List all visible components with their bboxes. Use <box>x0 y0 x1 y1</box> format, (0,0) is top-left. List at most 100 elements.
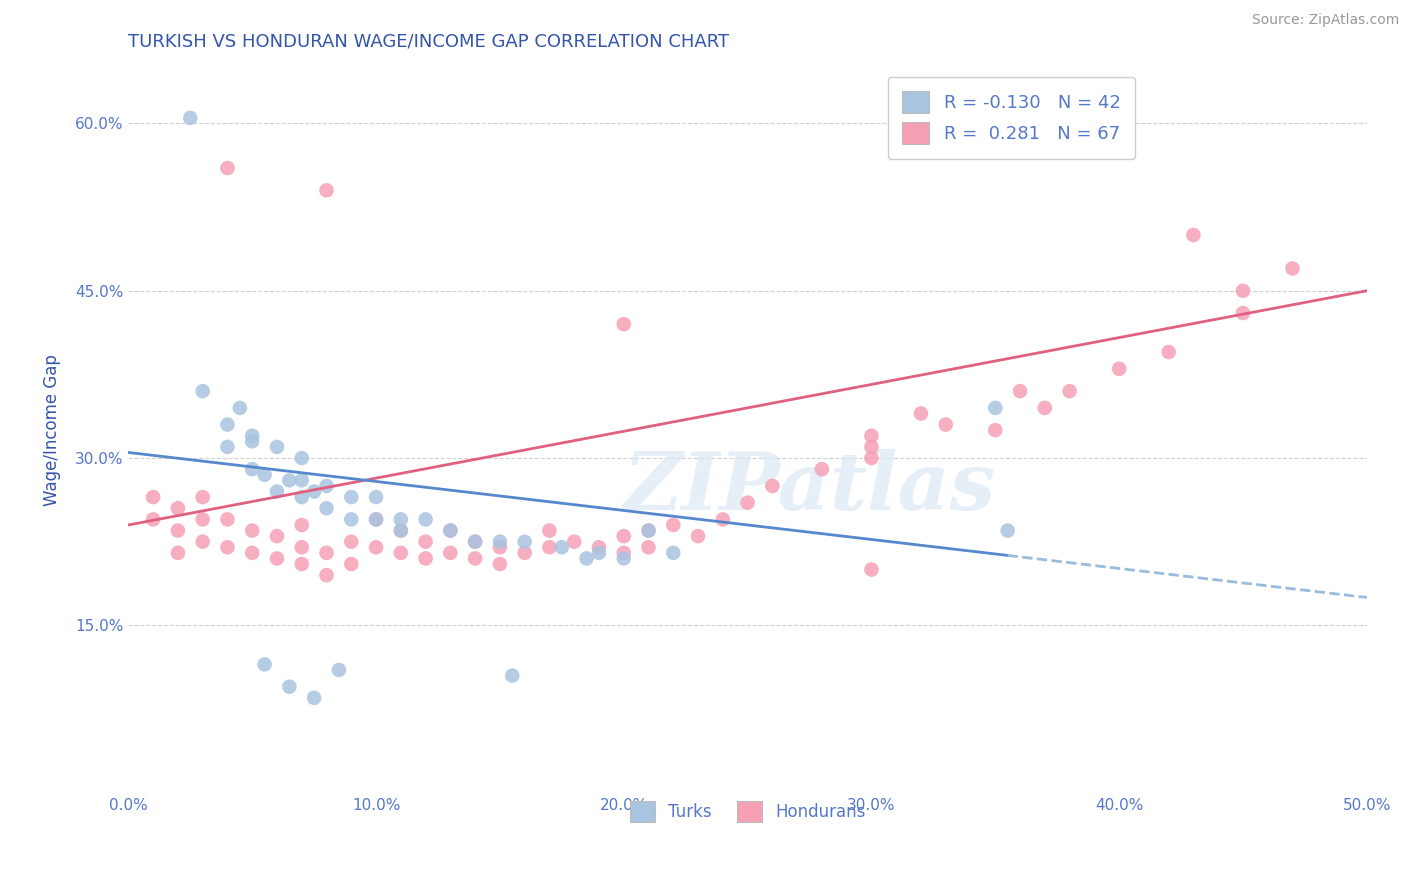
Point <box>266 440 288 454</box>
Point <box>910 406 932 420</box>
Point <box>278 474 301 488</box>
Point <box>240 524 263 538</box>
Point <box>302 484 325 499</box>
Point <box>1157 345 1180 359</box>
Point <box>291 541 314 555</box>
Point <box>315 568 337 582</box>
Point <box>229 401 252 415</box>
Point <box>662 518 685 533</box>
Point <box>291 451 314 466</box>
Y-axis label: Wage/Income Gap: Wage/Income Gap <box>44 354 60 506</box>
Point <box>240 428 263 442</box>
Point <box>489 534 512 549</box>
Point <box>415 551 437 566</box>
Point <box>253 657 276 672</box>
Point <box>464 534 486 549</box>
Point <box>464 551 486 566</box>
Text: Source: ZipAtlas.com: Source: ZipAtlas.com <box>1251 13 1399 28</box>
Point <box>217 541 239 555</box>
Point <box>637 541 659 555</box>
Point <box>1281 261 1303 276</box>
Point <box>439 524 461 538</box>
Point <box>588 541 610 555</box>
Point <box>1182 227 1205 242</box>
Point <box>439 546 461 560</box>
Point <box>167 501 190 516</box>
Point <box>860 563 883 577</box>
Point <box>415 512 437 526</box>
Point <box>686 529 709 543</box>
Point <box>1108 361 1130 376</box>
Point <box>662 546 685 560</box>
Point <box>439 524 461 538</box>
Point <box>1232 306 1254 320</box>
Point <box>501 668 523 682</box>
Point <box>811 462 834 476</box>
Point <box>588 546 610 560</box>
Point <box>266 484 288 499</box>
Point <box>291 557 314 571</box>
Point <box>761 479 783 493</box>
Point <box>538 524 561 538</box>
Point <box>711 512 734 526</box>
Point <box>315 479 337 493</box>
Point <box>167 546 190 560</box>
Legend: Turks, Hondurans: Turks, Hondurans <box>616 788 879 835</box>
Point <box>860 428 883 442</box>
Point <box>291 518 314 533</box>
Point <box>860 451 883 466</box>
Point <box>1008 384 1031 398</box>
Point <box>1232 284 1254 298</box>
Text: ZIPatlas: ZIPatlas <box>623 450 995 527</box>
Point <box>240 434 263 449</box>
Point <box>637 524 659 538</box>
Point <box>328 663 350 677</box>
Point <box>217 440 239 454</box>
Point <box>997 524 1019 538</box>
Point <box>737 496 759 510</box>
Point <box>340 512 363 526</box>
Point <box>167 524 190 538</box>
Point <box>489 557 512 571</box>
Point <box>538 541 561 555</box>
Point <box>315 183 337 197</box>
Point <box>1059 384 1081 398</box>
Point <box>240 462 263 476</box>
Point <box>191 384 214 398</box>
Point <box>364 512 387 526</box>
Point <box>191 512 214 526</box>
Point <box>364 490 387 504</box>
Point <box>142 490 165 504</box>
Point <box>389 524 412 538</box>
Point <box>217 161 239 175</box>
Point <box>291 474 314 488</box>
Point <box>415 534 437 549</box>
Point <box>613 551 636 566</box>
Point <box>464 534 486 549</box>
Point <box>513 546 536 560</box>
Point <box>315 501 337 516</box>
Point <box>253 467 276 482</box>
Point <box>613 317 636 331</box>
Point <box>513 534 536 549</box>
Point <box>302 690 325 705</box>
Point <box>364 512 387 526</box>
Point <box>575 551 598 566</box>
Point <box>191 534 214 549</box>
Point <box>389 524 412 538</box>
Point <box>179 111 201 125</box>
Point <box>340 490 363 504</box>
Point <box>340 534 363 549</box>
Point <box>489 541 512 555</box>
Point <box>142 512 165 526</box>
Point <box>266 529 288 543</box>
Point <box>364 541 387 555</box>
Text: TURKISH VS HONDURAN WAGE/INCOME GAP CORRELATION CHART: TURKISH VS HONDURAN WAGE/INCOME GAP CORR… <box>128 33 730 51</box>
Point <box>984 423 1007 437</box>
Point <box>389 512 412 526</box>
Point <box>266 551 288 566</box>
Point <box>217 417 239 432</box>
Point <box>291 490 314 504</box>
Point <box>315 546 337 560</box>
Point <box>984 401 1007 415</box>
